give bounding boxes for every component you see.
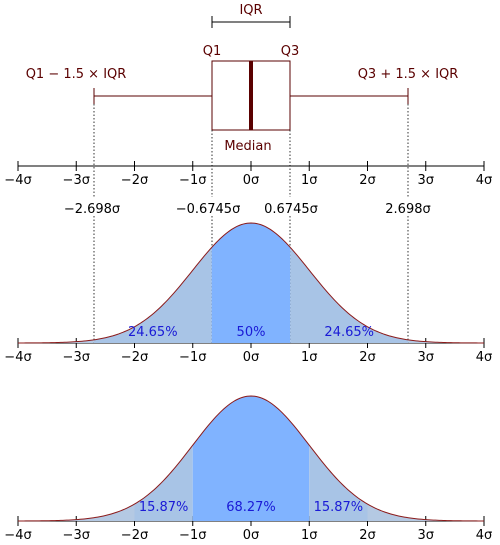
lower-fence-label: Q1 − 1.5 × IQR <box>26 67 127 82</box>
region-center-area <box>211 223 291 343</box>
region-percent-label: 68.27% <box>226 500 276 515</box>
tail-left-area <box>18 504 135 521</box>
z-label-upper-fence: 2.698σ <box>385 202 430 217</box>
z-label-lower-fence: −2.698σ <box>64 202 120 217</box>
region-percent-label: 24.65% <box>324 325 374 340</box>
region-percent-label: 15.87% <box>314 500 364 515</box>
axis-tick-label: 3σ <box>417 350 434 365</box>
region-percent-label: 15.87% <box>139 500 189 515</box>
axis-tick-label: 0σ <box>243 528 260 543</box>
axis-tick-label: 4σ <box>476 173 493 188</box>
axis-tick-label: −4σ <box>4 528 31 543</box>
axis-tick-label: −3σ <box>63 173 90 188</box>
axis-tick-label: 2σ <box>359 350 376 365</box>
region-left-area <box>93 247 212 343</box>
axis-bottom: −4σ −3σ −2σ −1σ 0σ 1σ 2σ 3σ 4σ <box>4 516 492 543</box>
normal-panel-quartiles: 24.65% 50% 24.65% <box>17 222 485 344</box>
z-label-q3: 0.6745σ <box>264 202 318 217</box>
region-right-area <box>290 247 409 343</box>
q3-label: Q3 <box>281 44 300 59</box>
axis-tick-label: 3σ <box>417 528 434 543</box>
normal-curve <box>17 395 485 522</box>
boxplot: IQR Q1 Q3 Q1 − 1.5 × IQR Q3 + 1.5 × IQR … <box>26 3 459 154</box>
z-label-q1: −0.6745σ <box>176 202 241 217</box>
iqr-label: IQR <box>239 3 262 18</box>
axis-tick-label: −2σ <box>121 350 148 365</box>
axis-tick-label: 1σ <box>301 528 318 543</box>
axis-tick-label: 0σ <box>243 350 260 365</box>
region-center-area <box>192 396 310 521</box>
axis-tick-label: 1σ <box>301 173 318 188</box>
axis-tick-label: 2σ <box>359 528 376 543</box>
axis-top: −4σ −3σ −2σ −1σ 0σ 1σ 2σ 3σ 4σ <box>4 161 492 188</box>
axis-tick-label: −4σ <box>4 173 31 188</box>
axis-tick-label: −2σ <box>121 528 148 543</box>
axis-tick-label: 4σ <box>476 528 493 543</box>
axis-tick-label: 3σ <box>417 173 434 188</box>
axis-tick-label: −2σ <box>121 173 148 188</box>
tail-right-area <box>367 504 484 521</box>
axis-tick-label: −1σ <box>179 350 206 365</box>
normal-panel-sigma: 15.87% 68.27% 15.87% <box>17 395 485 522</box>
axis-tick-label: 0σ <box>243 173 260 188</box>
q1-label: Q1 <box>203 44 222 59</box>
axis-tick-label: −4σ <box>4 350 31 365</box>
axis-tick-label: 4σ <box>476 350 493 365</box>
axis-tick-label: −3σ <box>63 528 90 543</box>
region-percent-label: 50% <box>237 325 266 340</box>
axis-tick-label: 2σ <box>359 173 376 188</box>
axis-tick-label: 1σ <box>301 350 318 365</box>
normal-curve <box>17 222 485 344</box>
upper-fence-label: Q3 + 1.5 × IQR <box>358 67 459 82</box>
axis-tick-label: −1σ <box>179 528 206 543</box>
region-percent-label: 24.65% <box>128 325 178 340</box>
axis-tick-label: −1σ <box>179 173 206 188</box>
axis-tick-label: −3σ <box>63 350 90 365</box>
median-label: Median <box>224 139 271 154</box>
